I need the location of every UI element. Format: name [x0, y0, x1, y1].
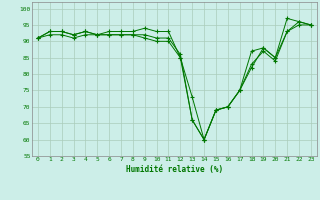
X-axis label: Humidité relative (%): Humidité relative (%) [126, 165, 223, 174]
